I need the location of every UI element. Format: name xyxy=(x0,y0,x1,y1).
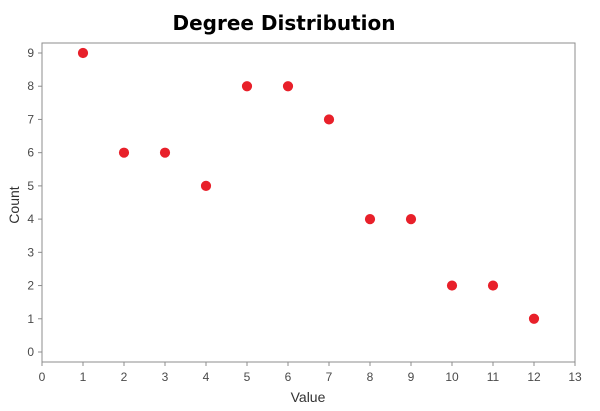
x-tick-label: 10 xyxy=(445,370,459,384)
data-point xyxy=(200,180,212,191)
x-tick-label: 4 xyxy=(203,370,210,384)
x-tick-label: 6 xyxy=(285,370,292,384)
y-tick-label: 2 xyxy=(27,279,34,293)
chart-title: Degree Distribution xyxy=(172,11,395,35)
data-point xyxy=(528,313,540,324)
y-tick-label: 3 xyxy=(27,245,34,259)
x-tick-label: 3 xyxy=(162,370,169,384)
x-tick-label: 11 xyxy=(487,370,500,384)
x-tick-label: 13 xyxy=(568,370,582,384)
data-point xyxy=(159,147,171,158)
data-point xyxy=(323,114,335,125)
y-axis-label: Count xyxy=(6,186,22,223)
x-tick-label: 12 xyxy=(527,370,541,384)
data-point xyxy=(77,47,89,59)
x-tick-label: 5 xyxy=(244,370,251,384)
y-tick-label: 8 xyxy=(27,79,34,93)
x-tick-label: 1 xyxy=(80,370,87,384)
data-point xyxy=(405,214,417,225)
y-tick-label: 4 xyxy=(27,212,34,226)
x-tick-label: 2 xyxy=(121,370,128,384)
y-tick-label: 5 xyxy=(27,179,34,193)
data-point xyxy=(487,280,499,291)
x-tick-label: 0 xyxy=(39,370,46,384)
data-points xyxy=(77,47,540,324)
data-point xyxy=(282,81,294,92)
axes xyxy=(38,42,576,366)
data-point xyxy=(118,147,130,158)
data-point xyxy=(446,280,458,291)
y-tick-label: 7 xyxy=(27,112,34,126)
x-tick-label: 8 xyxy=(367,370,374,384)
y-tick-label: 1 xyxy=(27,312,34,326)
y-tick-label: 6 xyxy=(27,146,34,160)
x-tick-label: 9 xyxy=(408,370,415,384)
data-point xyxy=(241,81,253,92)
y-tick-label: 9 xyxy=(27,46,34,60)
data-point xyxy=(364,214,376,225)
x-axis-label: Value xyxy=(291,389,326,405)
plot-area xyxy=(41,42,576,363)
x-tick-label: 7 xyxy=(326,370,333,384)
y-tick-label: 0 xyxy=(27,345,34,359)
